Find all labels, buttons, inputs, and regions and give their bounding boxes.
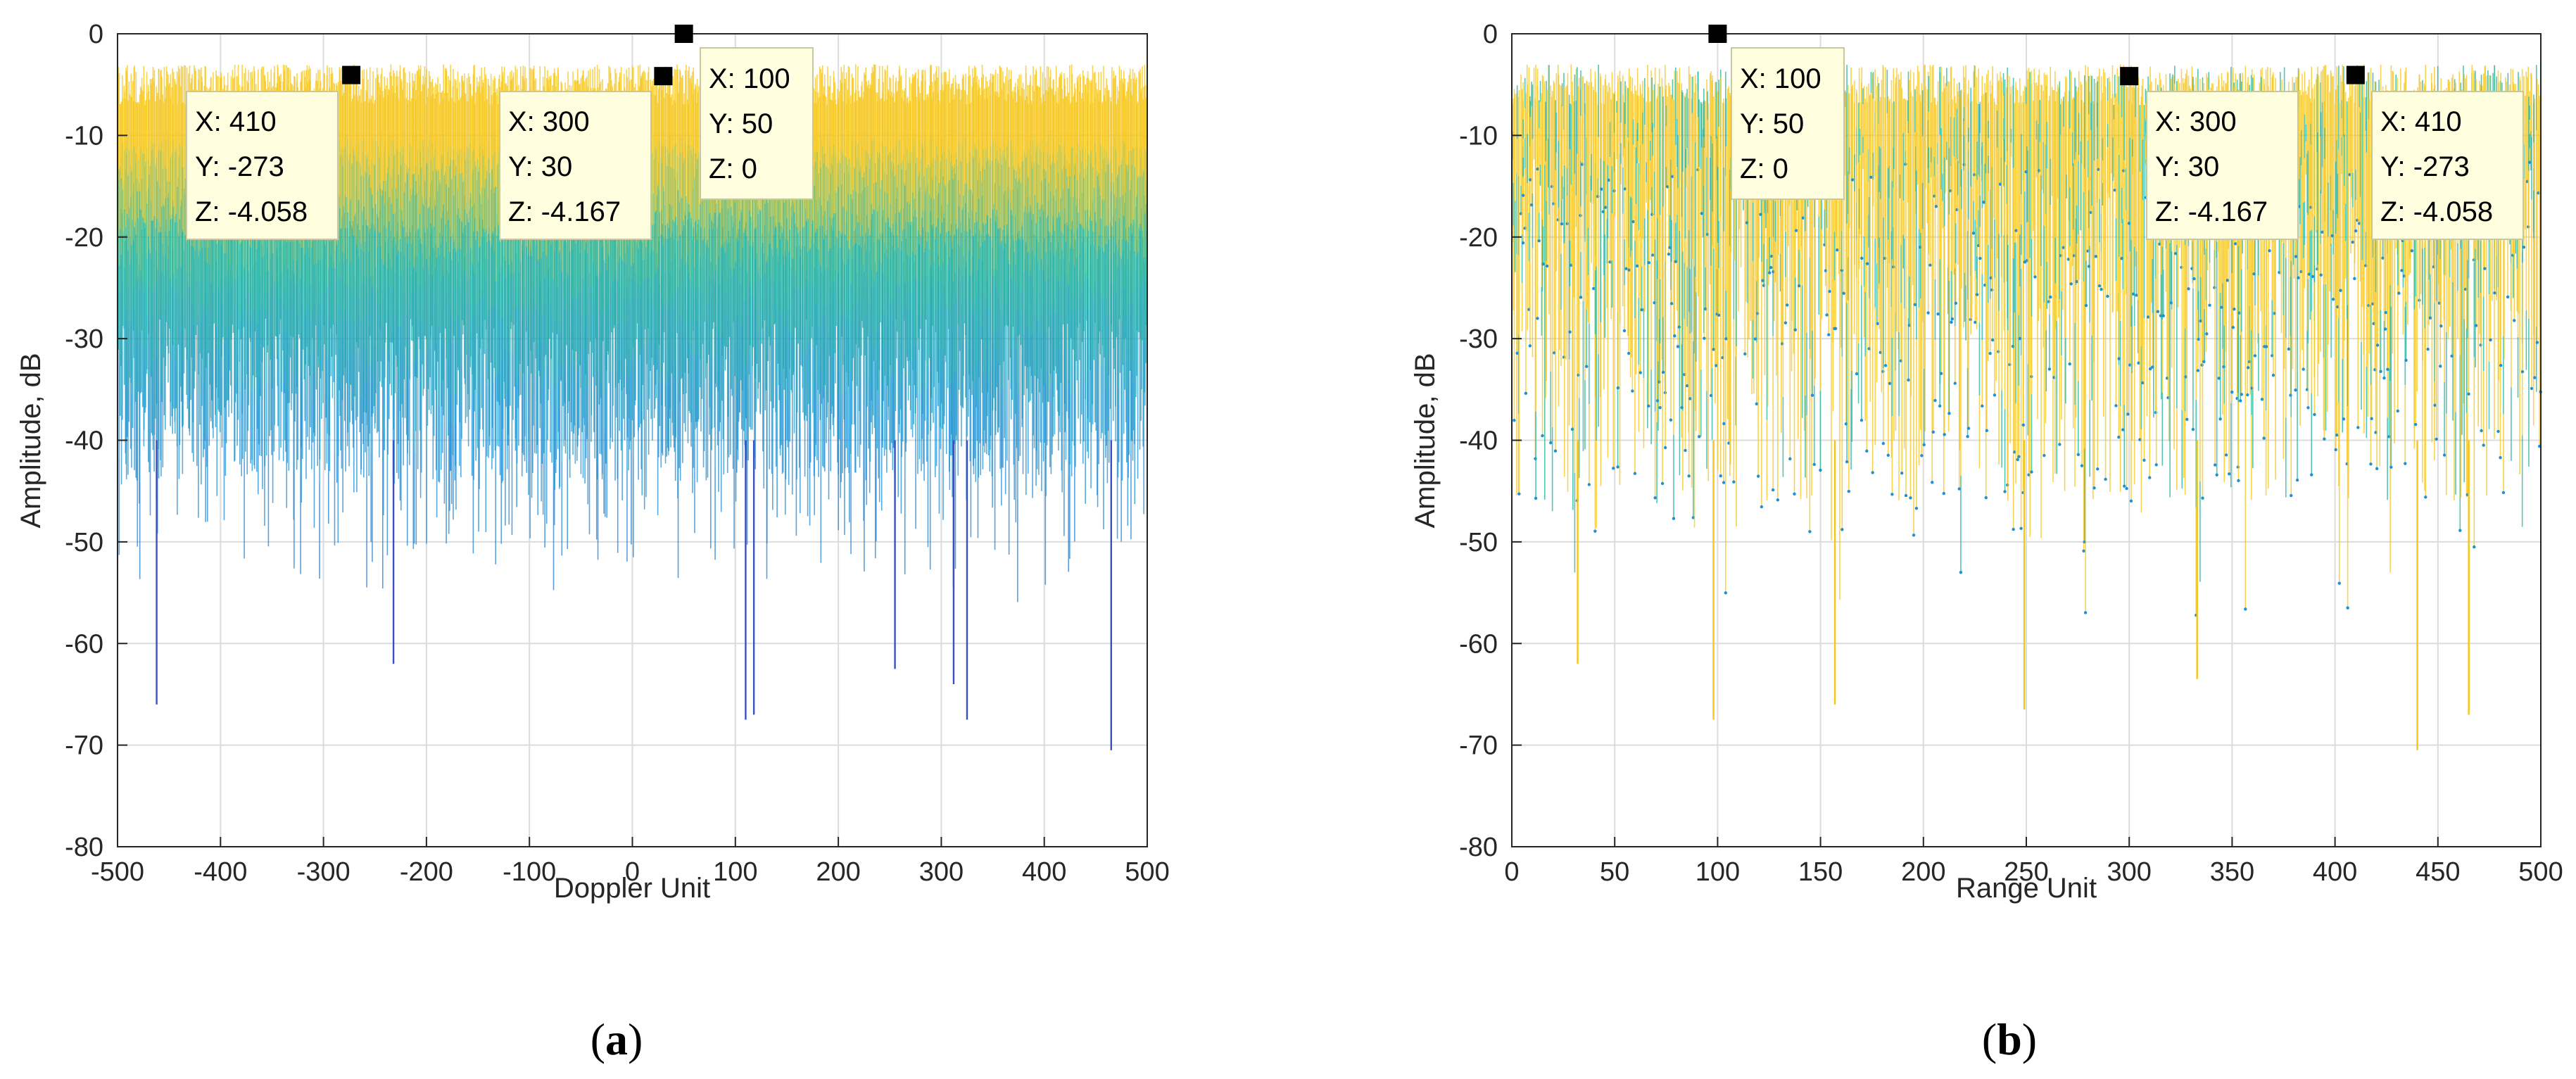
chart-a: -500 -400 -300 -200 -100 0 100 200 300 400 5000-10… — [15, 20, 1170, 1064]
